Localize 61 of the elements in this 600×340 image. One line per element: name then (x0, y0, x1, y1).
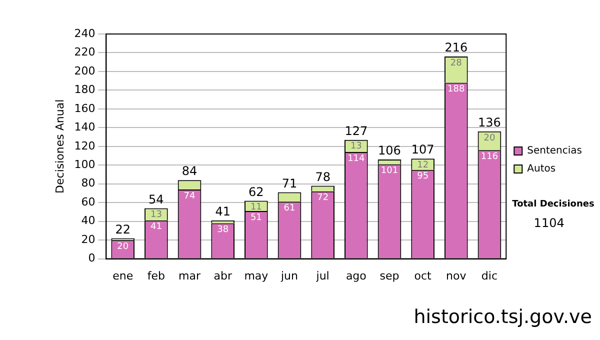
x-tick-label: ene (112, 269, 134, 282)
y-tick-label: 120 (74, 139, 96, 152)
data-label: 38 (217, 225, 229, 236)
x-tick-label: ago (346, 269, 367, 282)
data-label: 116 (480, 152, 498, 162)
data-label: 95 (417, 172, 429, 182)
data-label: 114 (348, 154, 366, 164)
x-tick-label: oct (414, 269, 432, 282)
x-tick-label: jul (315, 269, 330, 282)
y-tick-label: 60 (81, 195, 96, 208)
x-tick-label: mar (178, 269, 201, 282)
y-tick-label: 160 (74, 102, 96, 115)
data-label: 51 (250, 212, 262, 223)
total-label: 54 (148, 192, 164, 206)
x-tick-label: jun (280, 269, 298, 282)
y-tick-label: 180 (74, 83, 96, 96)
y-tick-label: 40 (81, 214, 96, 228)
total-label: 216 (444, 40, 468, 55)
data-label: 72 (317, 193, 329, 204)
total-label: 41 (215, 204, 230, 219)
x-tick-label: feb (147, 269, 166, 282)
x-tick-label: dic (481, 269, 498, 282)
total-label: 62 (248, 184, 264, 199)
total-label: 22 (115, 222, 130, 236)
y-tick-label: 100 (74, 158, 96, 171)
text: Total Decisiones (512, 199, 594, 210)
data-label: 41 (150, 222, 162, 232)
data-label: 20 (117, 242, 129, 252)
text: 1104 (534, 216, 564, 230)
data-label: 61 (284, 204, 296, 214)
y-tick-label: 240 (74, 26, 96, 40)
data-label: 74 (184, 191, 196, 202)
total-label: 84 (182, 164, 198, 178)
x-tick-label: abr (214, 269, 232, 282)
data-label: 101 (380, 166, 398, 176)
total-label: 136 (478, 116, 501, 130)
x-tick-label: sep (380, 269, 400, 282)
data-label: 20 (484, 133, 496, 144)
text: historico.tsj.gov.ve (414, 306, 592, 328)
x-tick-label: nov (446, 269, 467, 282)
data-label: 188 (448, 84, 465, 95)
data-label: 13 (350, 142, 362, 152)
total-label: 127 (344, 124, 368, 138)
data-label: 13 (150, 210, 162, 220)
x-tick-label: may (244, 269, 269, 282)
y-tick-label: 0 (88, 252, 96, 265)
total-label: 106 (378, 144, 401, 158)
data-label: 12 (417, 160, 429, 170)
total-label: 71 (282, 176, 298, 190)
y-tick-label: 140 (74, 120, 96, 134)
total-label: 107 (411, 142, 434, 157)
y-tick-label: 20 (81, 232, 96, 246)
legend-label: Autos (527, 164, 556, 175)
y-tick-label: 80 (81, 176, 96, 190)
y-axis-title: Decisiones Anual (53, 99, 66, 194)
data-label: 28 (450, 58, 462, 68)
data-label: 11 (250, 202, 262, 213)
y-tick-label: 220 (74, 46, 96, 59)
total-label: 78 (315, 170, 330, 184)
legend-label: Sentencias (527, 146, 582, 157)
y-tick-label: 200 (74, 64, 96, 78)
